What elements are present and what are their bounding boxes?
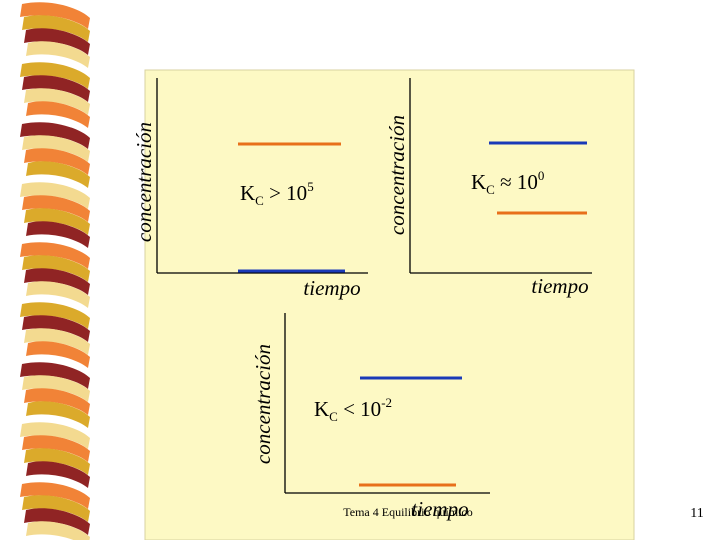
ribbon-segment (26, 41, 90, 68)
ribbon-segment (26, 161, 90, 188)
x-axis-label: tiempo (411, 497, 468, 521)
ribbon-segment (22, 195, 90, 222)
ribbon-segment (22, 495, 90, 522)
graph-panel (144, 69, 635, 540)
ribbon-segment (22, 315, 90, 342)
ribbon-segment (26, 521, 90, 540)
decorative-ribbon (20, 2, 90, 540)
ribbon-segment (24, 328, 90, 355)
x-axis-label: tiempo (531, 274, 588, 298)
kc-expression: KC ≈ 100 (471, 168, 544, 197)
y-axis-label: concentración (251, 344, 275, 464)
ribbon-segment (20, 422, 90, 449)
ribbon-segment (24, 448, 90, 475)
ribbon-segment (22, 435, 90, 462)
ribbon-segment (20, 62, 90, 89)
ribbon-segment (22, 135, 90, 162)
page-number: 11 (690, 506, 703, 521)
ribbon-segment (22, 15, 90, 42)
ribbon-segment (26, 341, 90, 368)
ribbon-segment (24, 28, 90, 55)
ribbon-segment (26, 101, 90, 128)
ribbon-segment (20, 122, 90, 149)
y-axis-label: concentración (132, 122, 156, 242)
graph-kc-small: concentración tiempo KC < 10-2 (251, 313, 490, 521)
kc-expression: KC < 10-2 (314, 395, 392, 424)
ribbon-segment (24, 148, 90, 175)
ribbon-segment (24, 208, 90, 235)
ribbon-segment (22, 255, 90, 282)
ribbon-segment (24, 268, 90, 295)
footer-text: Tema 4 Equilibrio químico (343, 505, 472, 519)
y-axis-label: concentración (385, 115, 409, 235)
ribbon-segment (20, 482, 90, 509)
x-axis-label: tiempo (303, 276, 360, 300)
ribbon-segment (24, 508, 90, 535)
ribbon-segment (26, 281, 90, 308)
ribbon-segment (22, 375, 90, 402)
graph-kc-near-one: concentración tiempo KC ≈ 100 (385, 78, 592, 298)
ribbon-segment (20, 242, 90, 269)
ribbon-segment (24, 88, 90, 115)
kc-expression: KC > 105 (240, 179, 314, 208)
ribbon-segment (20, 2, 90, 29)
ribbon-segment (26, 461, 90, 488)
ribbon-segment (20, 182, 90, 209)
ribbon-segment (24, 388, 90, 415)
ribbon-segment (20, 302, 90, 329)
ribbon-segment (20, 362, 90, 389)
ribbon-segment (26, 401, 90, 428)
ribbon-segment (26, 221, 90, 248)
graph-kc-large: concentración tiempo KC > 105 (132, 78, 368, 300)
ribbon-segment (22, 75, 90, 102)
